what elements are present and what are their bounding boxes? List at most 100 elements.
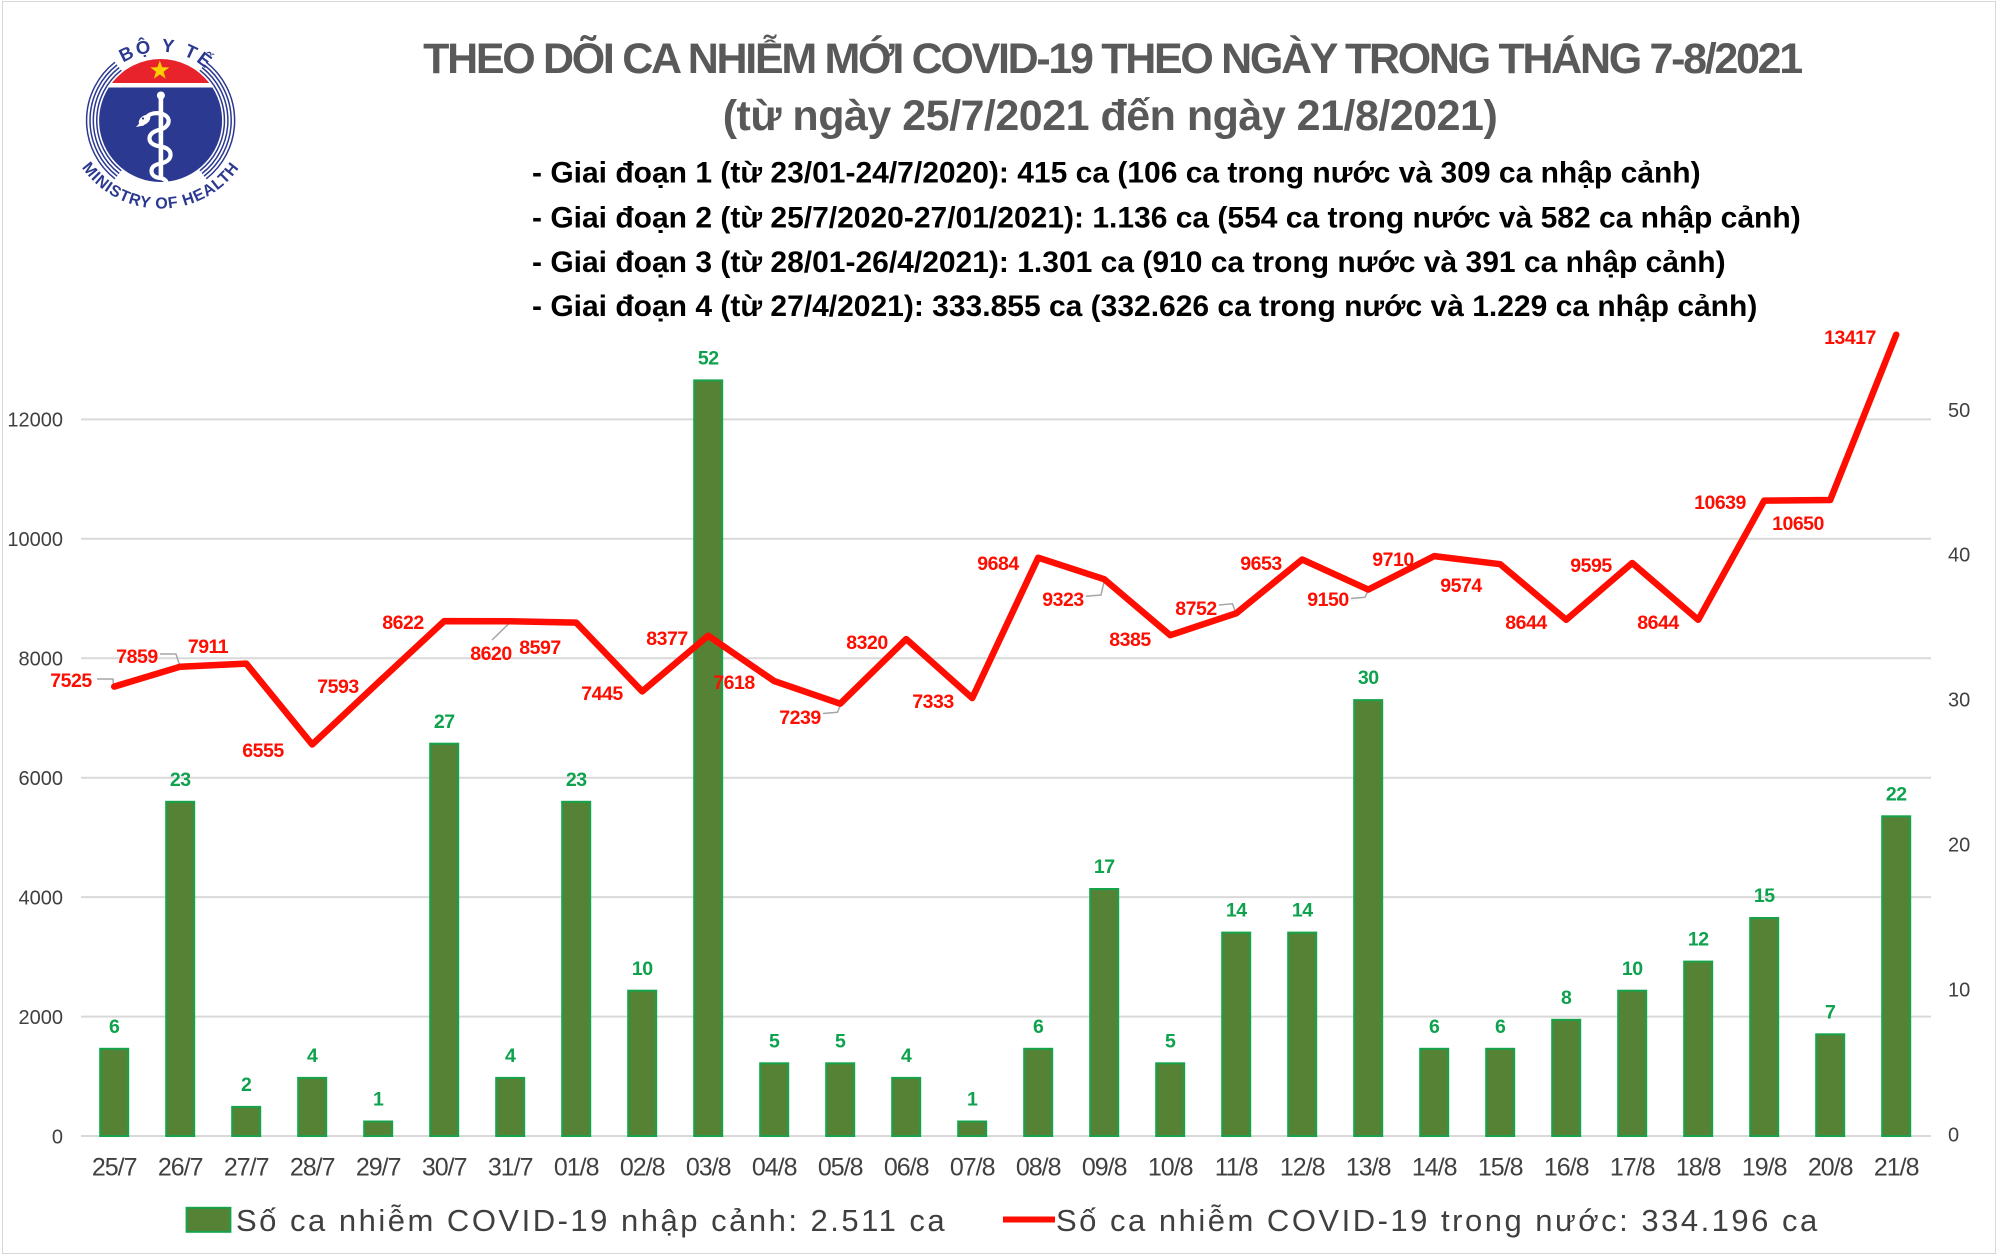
- svg-text:1: 1: [373, 1089, 384, 1111]
- svg-text:06/8: 06/8: [884, 1153, 929, 1181]
- svg-text:9710: 9710: [1372, 549, 1414, 571]
- svg-text:05/8: 05/8: [818, 1153, 863, 1181]
- svg-text:7525: 7525: [50, 670, 92, 692]
- svg-text:6: 6: [1495, 1016, 1506, 1038]
- svg-text:- Giai đoạn 1 (từ 23/01-24/7/2: - Giai đoạn 1 (từ 23/01-24/7/2020): 415 …: [532, 157, 1701, 190]
- svg-text:26/7: 26/7: [158, 1153, 203, 1181]
- svg-text:6: 6: [1033, 1016, 1044, 1038]
- svg-text:8622: 8622: [382, 612, 424, 634]
- svg-text:THEO DÕI CA NHIỄM MỚI COVID-19: THEO DÕI CA NHIỄM MỚI COVID-19 THEO NGÀY…: [423, 34, 1802, 83]
- svg-text:20: 20: [1948, 835, 1970, 857]
- svg-text:7239: 7239: [779, 707, 821, 729]
- svg-text:4: 4: [307, 1045, 318, 1067]
- svg-text:01/8: 01/8: [554, 1153, 599, 1181]
- svg-text:12/8: 12/8: [1280, 1153, 1325, 1181]
- svg-text:4: 4: [901, 1045, 912, 1067]
- svg-text:10639: 10639: [1694, 492, 1746, 514]
- svg-text:8644: 8644: [1505, 612, 1547, 634]
- svg-text:8320: 8320: [846, 632, 888, 654]
- svg-text:22: 22: [1886, 783, 1907, 805]
- svg-text:0: 0: [1948, 1124, 1959, 1146]
- svg-text:8377: 8377: [646, 628, 687, 650]
- svg-text:10: 10: [632, 958, 653, 980]
- svg-text:- Giai đoạn 4 (từ 27/4/2021):: - Giai đoạn 4 (từ 27/4/2021): 333.855 ca…: [532, 290, 1757, 323]
- svg-text:20/8: 20/8: [1808, 1153, 1853, 1181]
- svg-text:23: 23: [170, 769, 191, 791]
- svg-text:9653: 9653: [1240, 553, 1282, 575]
- svg-text:- Giai đoạn 3 (từ 28/01-26/4/2: - Giai đoạn 3 (từ 28/01-26/4/2021): 1.30…: [532, 246, 1726, 279]
- svg-text:25/7: 25/7: [92, 1153, 137, 1181]
- svg-text:Số ca nhiễm COVID-19 trong nướ: Số ca nhiễm COVID-19 trong nước: 334.196…: [1056, 1203, 1820, 1238]
- svg-text:52: 52: [698, 348, 719, 370]
- svg-text:8: 8: [1561, 987, 1572, 1009]
- svg-text:04/8: 04/8: [752, 1153, 797, 1181]
- svg-text:(từ ngày 25/7/2021 đến ngày 21: (từ ngày 25/7/2021 đến ngày 21/8/2021): [723, 92, 1498, 140]
- svg-text:31/7: 31/7: [488, 1153, 533, 1181]
- svg-text:6: 6: [1429, 1016, 1440, 1038]
- svg-text:10: 10: [1948, 979, 1970, 1001]
- svg-text:27: 27: [434, 711, 455, 733]
- svg-text:10/8: 10/8: [1148, 1153, 1193, 1181]
- svg-text:2000: 2000: [19, 1007, 64, 1029]
- svg-text:16/8: 16/8: [1544, 1153, 1589, 1181]
- svg-text:- Giai đoạn 2 (từ 25/7/2020-27: - Giai đoạn 2 (từ 25/7/2020-27/01/2021):…: [532, 202, 1801, 235]
- svg-text:27/7: 27/7: [224, 1153, 269, 1181]
- svg-text:9574: 9574: [1440, 575, 1482, 597]
- svg-text:02/8: 02/8: [620, 1153, 665, 1181]
- svg-text:50: 50: [1948, 400, 1970, 422]
- svg-text:9150: 9150: [1307, 589, 1349, 611]
- svg-text:7593: 7593: [317, 676, 359, 698]
- svg-text:5: 5: [835, 1030, 846, 1052]
- svg-text:12: 12: [1688, 929, 1709, 951]
- svg-text:17/8: 17/8: [1610, 1153, 1655, 1181]
- svg-text:4: 4: [505, 1045, 516, 1067]
- svg-text:8644: 8644: [1637, 612, 1679, 634]
- svg-text:1: 1: [967, 1089, 978, 1111]
- svg-text:30: 30: [1948, 690, 1970, 712]
- svg-text:28/7: 28/7: [290, 1153, 335, 1181]
- svg-text:10000: 10000: [7, 529, 63, 551]
- svg-text:2: 2: [241, 1074, 252, 1096]
- svg-text:8385: 8385: [1109, 629, 1151, 651]
- svg-text:12000: 12000: [7, 410, 63, 432]
- svg-text:7: 7: [1825, 1001, 1835, 1023]
- svg-text:11/8: 11/8: [1215, 1153, 1258, 1181]
- svg-text:8620: 8620: [470, 643, 512, 665]
- svg-text:0: 0: [52, 1126, 63, 1148]
- svg-text:13417: 13417: [1824, 327, 1876, 349]
- svg-text:8752: 8752: [1175, 598, 1217, 620]
- svg-text:7618: 7618: [713, 672, 755, 694]
- svg-text:18/8: 18/8: [1676, 1153, 1721, 1181]
- svg-text:03/8: 03/8: [686, 1153, 731, 1181]
- svg-text:07/8: 07/8: [950, 1153, 995, 1181]
- svg-text:9684: 9684: [977, 553, 1019, 575]
- svg-text:23: 23: [566, 769, 587, 791]
- svg-text:8000: 8000: [19, 649, 64, 671]
- svg-text:Số ca nhiễm COVID-19 nhập cảnh: Số ca nhiễm COVID-19 nhập cảnh: 2.511 ca: [236, 1203, 947, 1238]
- svg-text:10: 10: [1622, 958, 1643, 980]
- svg-text:10650: 10650: [1772, 513, 1824, 535]
- svg-text:9595: 9595: [1570, 555, 1612, 577]
- svg-text:14: 14: [1226, 900, 1247, 922]
- svg-text:6000: 6000: [19, 768, 64, 790]
- svg-text:6555: 6555: [242, 740, 284, 762]
- svg-text:08/8: 08/8: [1016, 1153, 1061, 1181]
- svg-text:5: 5: [769, 1030, 780, 1052]
- svg-text:4000: 4000: [19, 887, 64, 909]
- svg-text:7911: 7911: [188, 636, 229, 658]
- svg-text:9323: 9323: [1042, 589, 1084, 611]
- svg-text:21/8: 21/8: [1874, 1153, 1919, 1181]
- svg-text:15: 15: [1754, 885, 1775, 907]
- svg-text:5: 5: [1165, 1030, 1176, 1052]
- svg-text:29/7: 29/7: [356, 1153, 401, 1181]
- svg-text:6: 6: [109, 1016, 120, 1038]
- svg-text:7333: 7333: [912, 691, 954, 713]
- svg-text:7859: 7859: [116, 646, 158, 668]
- svg-text:30: 30: [1358, 667, 1379, 689]
- svg-text:8597: 8597: [519, 637, 560, 659]
- svg-text:14/8: 14/8: [1412, 1153, 1457, 1181]
- svg-text:7445: 7445: [581, 683, 623, 705]
- svg-text:09/8: 09/8: [1082, 1153, 1127, 1181]
- svg-text:15/8: 15/8: [1478, 1153, 1523, 1181]
- svg-text:14: 14: [1292, 900, 1313, 922]
